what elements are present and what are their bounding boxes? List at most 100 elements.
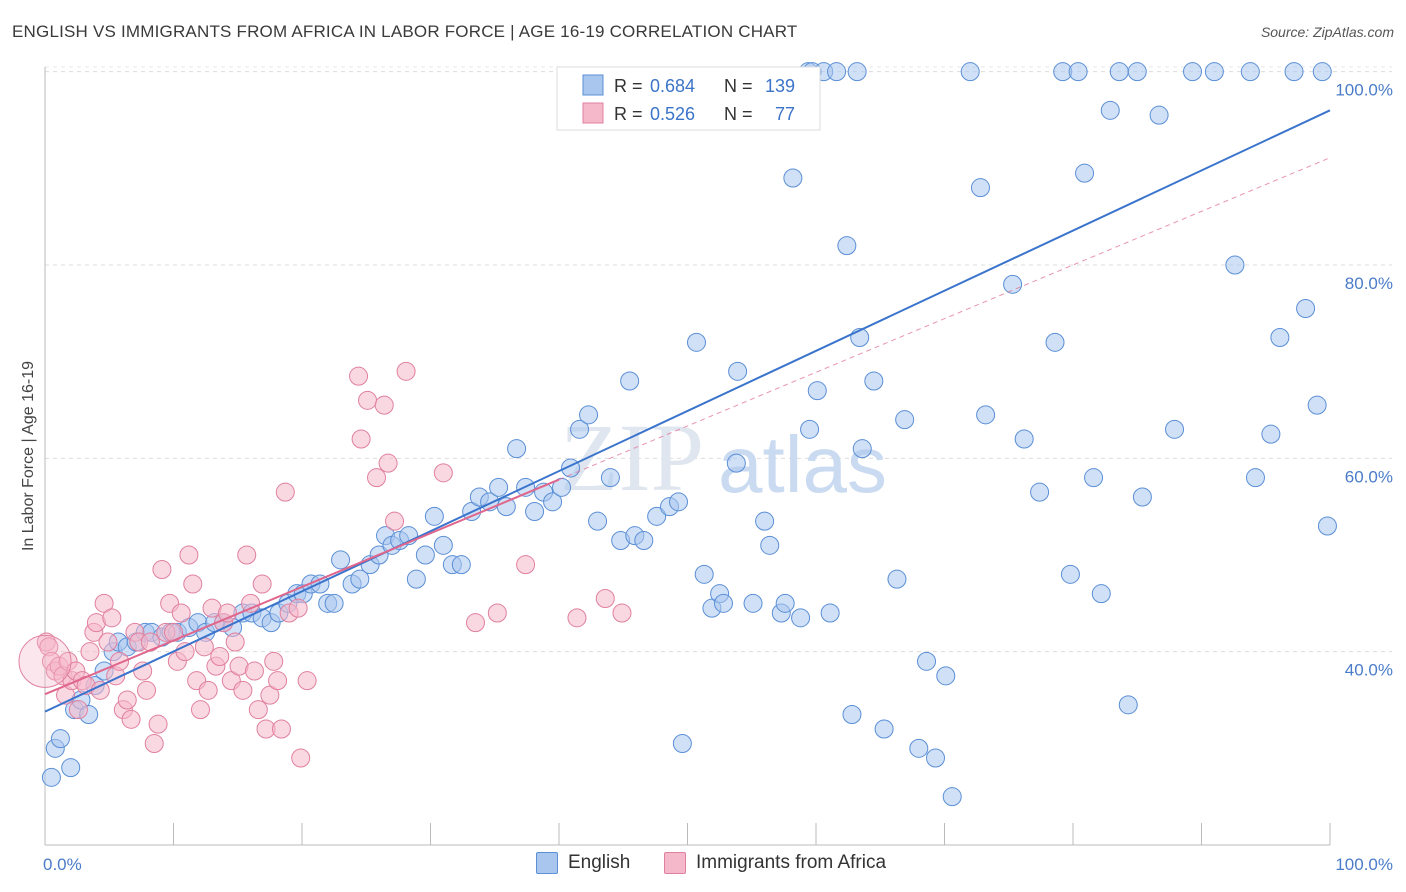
point-1-67 (291, 748, 311, 768)
point-0-138 (1296, 299, 1316, 318)
point-0-103 (887, 569, 907, 589)
point-1-64 (275, 482, 295, 502)
point-0-95 (827, 62, 847, 82)
y-tick-label-0: 40.0% (1345, 661, 1393, 680)
point-0-74 (672, 734, 692, 753)
point-0-48 (433, 535, 453, 555)
point-1-19 (102, 608, 122, 628)
point-1-72 (367, 468, 387, 488)
point-0-114 (1014, 429, 1034, 449)
point-0-112 (976, 405, 996, 425)
point-1-83 (612, 603, 632, 623)
point-0-98 (847, 62, 867, 82)
legend-item-english[interactable]: English (536, 852, 630, 874)
point-0-84 (760, 535, 780, 555)
point-0-71 (647, 506, 667, 526)
point-1-32 (152, 560, 172, 579)
point-1-74 (378, 453, 398, 473)
point-0-66 (600, 468, 620, 488)
point-0-36 (331, 550, 351, 570)
point-0-132 (1225, 255, 1245, 275)
point-0-140 (1312, 62, 1332, 82)
point-1-55 (241, 593, 261, 613)
point-0-46 (415, 545, 435, 565)
point-0-68 (620, 371, 640, 391)
point-1-37 (171, 603, 191, 623)
point-0-55 (496, 497, 516, 517)
point-0-107 (926, 748, 946, 768)
point-1-66 (288, 598, 308, 618)
chart-source: Source: ZipAtlas.com (1260, 24, 1394, 40)
point-1-31 (148, 714, 168, 734)
y-tick-label-1: 60.0% (1345, 467, 1393, 486)
point-0-105 (909, 738, 929, 758)
legend-label-immigrants: Immigrants from Africa (696, 852, 887, 873)
y-tick-label-2: 80.0% (1345, 274, 1393, 293)
point-0-38 (350, 569, 370, 589)
point-1-61 (264, 651, 284, 671)
point-0-50 (451, 555, 471, 575)
watermark: ZIP atlas (560, 404, 887, 511)
point-0-97 (842, 705, 862, 724)
stats-swatch-0 (582, 74, 604, 96)
point-0-135 (1261, 424, 1281, 444)
point-0-64 (579, 405, 599, 425)
stats-n-value-1: 77 (775, 104, 795, 124)
point-1-10 (68, 700, 88, 720)
point-0-90 (800, 419, 820, 439)
point-0-88 (791, 608, 811, 628)
point-0-129 (1165, 419, 1185, 439)
trend-line-1 (44, 478, 560, 696)
point-0-101 (864, 371, 884, 391)
point-0-65 (588, 511, 608, 531)
chart-title: ENGLISH VS IMMIGRANTS FROM AFRICA IN LAB… (12, 22, 798, 41)
point-1-57 (248, 700, 268, 720)
y-axis-label: In Labor Force | Age 16-19 (20, 361, 37, 551)
stats-r-label-0: R = (614, 76, 643, 96)
point-0-70 (634, 531, 654, 550)
point-0-109 (942, 787, 962, 807)
legend-item-immigrants[interactable]: Immigrants from Africa (664, 852, 886, 874)
point-1-82 (595, 589, 615, 608)
point-1-69 (349, 366, 369, 386)
point-1-68 (297, 671, 317, 691)
point-0-79 (713, 593, 733, 613)
point-1-49 (217, 603, 237, 623)
x-tick-label-1: 100.0% (1335, 855, 1393, 874)
series-0 (41, 62, 1337, 807)
point-0-87 (783, 168, 803, 188)
point-1-18 (98, 632, 118, 652)
point-0-123 (1100, 100, 1120, 120)
stats-n-value-0: 139 (765, 76, 795, 96)
point-1-71 (358, 390, 378, 410)
point-0-122 (1091, 584, 1111, 604)
point-1-81 (567, 608, 587, 628)
point-1-40 (183, 574, 203, 594)
point-0-60 (543, 492, 563, 512)
point-1-73 (374, 395, 394, 415)
point-0-119 (1068, 62, 1088, 82)
point-0-125 (1118, 695, 1138, 715)
point-0-0 (41, 767, 61, 787)
point-0-83 (755, 511, 775, 531)
point-1-79 (487, 603, 507, 623)
point-0-115 (1030, 482, 1050, 502)
point-0-131 (1204, 62, 1224, 82)
trend-extension-1 (558, 157, 1331, 481)
point-1-80 (516, 555, 536, 575)
y-tick-label-3: 100.0% (1335, 81, 1393, 100)
point-0-116 (1045, 332, 1065, 352)
point-1-77 (433, 463, 453, 483)
point-1-63 (271, 719, 291, 739)
point-1-47 (210, 647, 230, 666)
axes (44, 67, 1331, 846)
point-1-76 (396, 361, 416, 381)
point-1-75 (385, 511, 405, 531)
point-0-100 (852, 439, 872, 459)
point-1-58 (252, 574, 272, 594)
point-0-35 (324, 593, 344, 613)
point-0-124 (1109, 62, 1129, 82)
point-1-56 (244, 661, 264, 681)
point-1-44 (198, 680, 218, 700)
point-0-94 (820, 603, 840, 623)
